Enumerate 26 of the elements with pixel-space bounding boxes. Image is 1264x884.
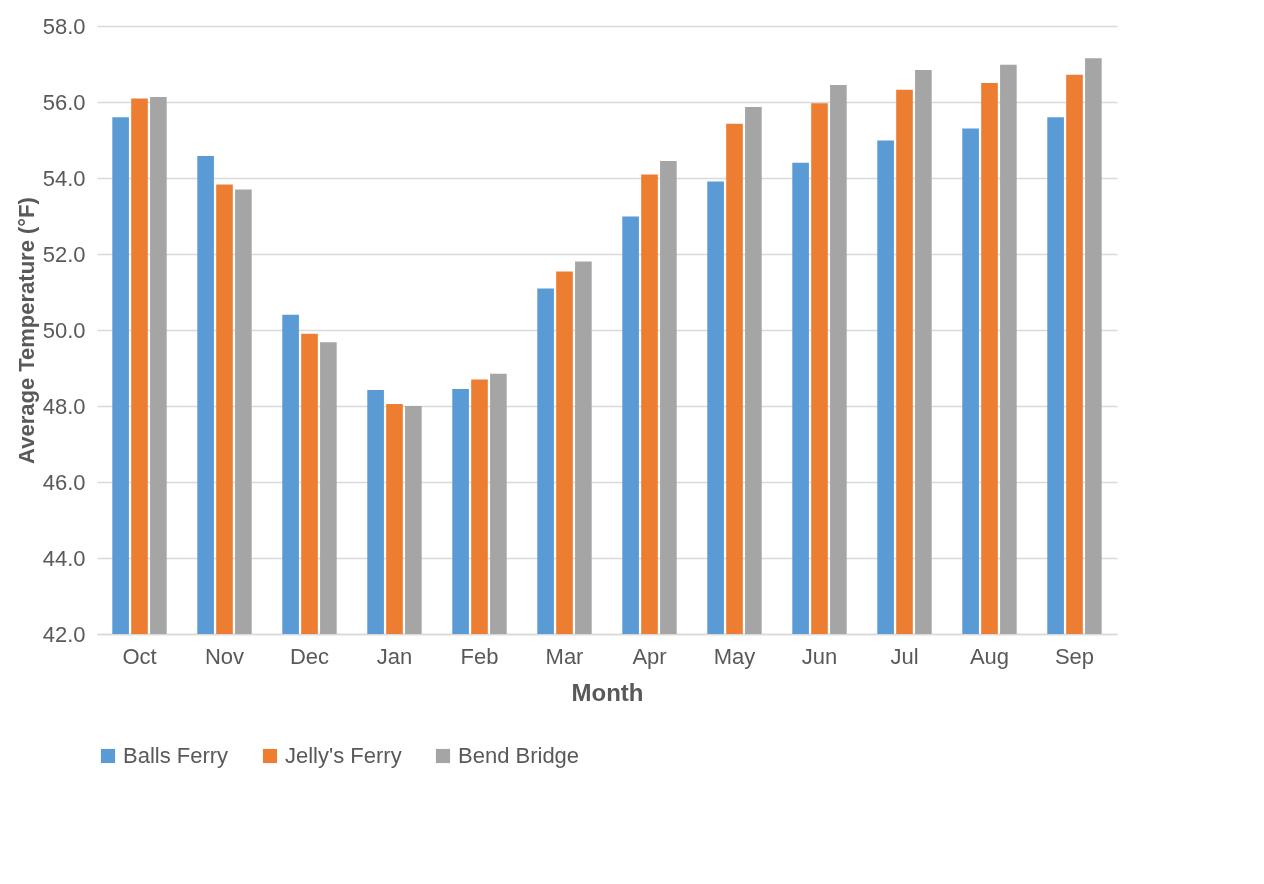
x-tick-label: Jul	[890, 643, 919, 669]
y-tick-label: 54.0	[42, 165, 86, 191]
y-tick-label: 46.0	[42, 469, 86, 495]
x-tick-label: Apr	[632, 643, 667, 669]
x-tick-label: Sep	[1054, 643, 1095, 669]
y-tick-label: 56.0	[42, 89, 86, 115]
legend-label: Bend Bridge	[458, 743, 580, 768]
y-tick-label: 42.0	[42, 621, 86, 647]
x-tick-label: May	[713, 643, 756, 669]
y-tick-label: 50.0	[42, 317, 86, 343]
x-tick-label: Aug	[969, 643, 1010, 669]
x-tick-label: Mar	[545, 643, 584, 669]
y-tick-label: 48.0	[42, 393, 86, 419]
x-tick-label: Oct	[122, 643, 157, 669]
y-tick-label: 44.0	[42, 545, 86, 571]
x-tick-label: Feb	[460, 643, 499, 669]
y-axis-title: Average Temperature (°F)	[13, 197, 39, 464]
y-tick-label: 58.0	[42, 13, 86, 39]
legend-label: Balls Ferry	[123, 743, 229, 768]
x-tick-label: Jun	[801, 643, 838, 669]
x-tick-label: Dec	[289, 643, 330, 669]
x-tick-label: Jan	[376, 643, 413, 669]
y-tick-label: 52.0	[42, 241, 86, 267]
legend-label: Jelly's Ferry	[285, 743, 402, 768]
x-tick-label: Nov	[204, 643, 245, 669]
x-axis-title: Month	[571, 678, 644, 706]
